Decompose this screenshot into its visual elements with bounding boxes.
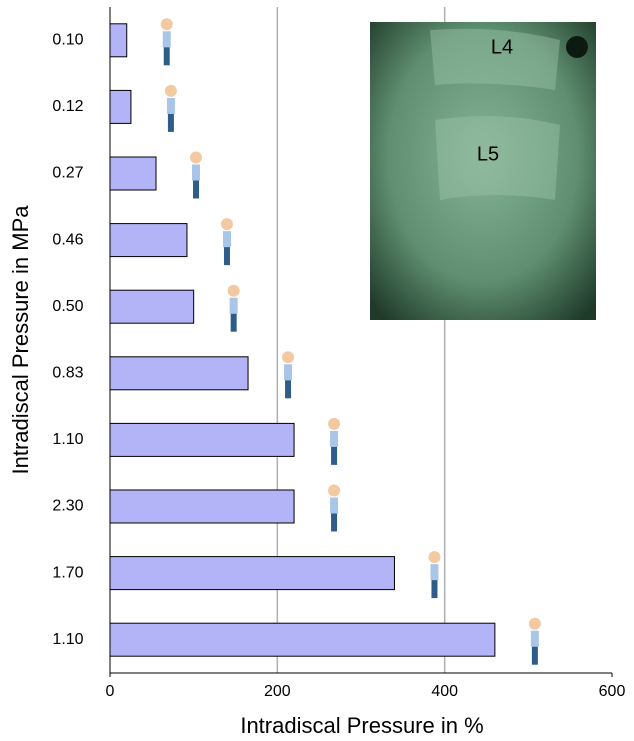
figure-body xyxy=(222,231,231,248)
y-tick-label: 0.46 xyxy=(52,231,83,248)
marker-dot xyxy=(566,36,588,58)
figure-body xyxy=(229,297,238,314)
y-tick-label: 0.50 xyxy=(52,298,83,315)
bar xyxy=(109,223,188,258)
figure-body xyxy=(330,430,339,447)
figure-head xyxy=(328,484,341,497)
y-tick-label: 0.12 xyxy=(52,98,83,115)
figure-body xyxy=(162,31,171,48)
annotation: L5 xyxy=(477,143,499,165)
figure-legs xyxy=(431,580,438,599)
figure-body xyxy=(192,164,201,181)
figure-head xyxy=(227,284,240,297)
figure-legs xyxy=(285,380,292,399)
xray-image xyxy=(370,22,596,320)
figure-legs xyxy=(223,247,230,266)
y-tick-label: 1.10 xyxy=(52,431,83,448)
bar xyxy=(109,556,395,591)
bar xyxy=(109,622,496,657)
bars xyxy=(109,23,496,657)
y-tick-label: 1.10 xyxy=(52,631,83,648)
bar xyxy=(109,489,295,524)
figure-head xyxy=(328,417,341,430)
x-tick-label: 600 xyxy=(599,683,626,700)
x-tick-label: 200 xyxy=(264,683,291,700)
figure-body xyxy=(530,630,539,647)
y-tick-label: 0.10 xyxy=(52,32,83,49)
figure-body xyxy=(166,97,175,114)
figure-legs xyxy=(230,313,237,332)
y-axis-label: Intradiscal Pressure in MPa xyxy=(8,205,33,475)
figure-head xyxy=(528,617,541,630)
bar xyxy=(109,156,157,191)
posture-figures xyxy=(160,18,541,665)
figure-legs xyxy=(531,646,538,665)
figure-head xyxy=(160,18,173,31)
figure-body xyxy=(330,497,339,514)
bar xyxy=(109,89,132,124)
x-tick-label: 0 xyxy=(106,683,115,700)
figure-legs xyxy=(167,113,174,132)
bar xyxy=(109,289,195,324)
figure-legs xyxy=(331,446,338,465)
y-tick-label: 0.83 xyxy=(52,365,83,382)
vertebra-l4 xyxy=(430,28,560,90)
xray-inset: L4 L5 xyxy=(370,22,596,320)
figure-legs xyxy=(163,47,170,66)
bar xyxy=(109,356,249,391)
figure-body xyxy=(430,564,439,581)
figure-head xyxy=(282,351,295,364)
x-tick-label: 400 xyxy=(431,683,458,700)
y-tick-label: 0.27 xyxy=(52,165,83,182)
figure-legs xyxy=(193,180,200,199)
x-axis-label: Intradiscal Pressure in % xyxy=(240,713,483,738)
annotation: L4 xyxy=(491,36,513,58)
y-tick-label: 2.30 xyxy=(52,498,83,515)
figure-body xyxy=(284,364,293,381)
figure-head xyxy=(190,151,203,164)
bar xyxy=(109,422,295,457)
figure-head xyxy=(220,218,233,231)
y-tick-label: 1.70 xyxy=(52,564,83,581)
figure-head xyxy=(428,551,441,564)
figure-legs xyxy=(331,513,338,532)
figure-head xyxy=(164,84,177,97)
vertebra-l5 xyxy=(435,116,560,200)
bar xyxy=(109,23,128,58)
